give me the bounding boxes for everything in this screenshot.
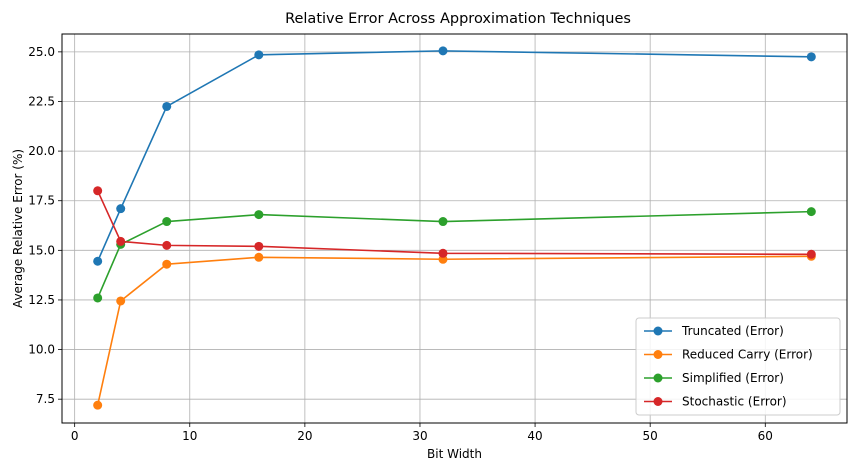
data-point bbox=[93, 400, 103, 410]
x-tick-label: 30 bbox=[412, 429, 427, 443]
legend-label: Simplified (Error) bbox=[682, 371, 784, 385]
x-tick-label: 50 bbox=[643, 429, 658, 443]
data-point bbox=[116, 236, 126, 246]
x-tick-label: 40 bbox=[527, 429, 542, 443]
series-layer bbox=[93, 46, 816, 410]
legend-swatch-marker bbox=[653, 373, 663, 383]
data-point bbox=[254, 252, 264, 262]
data-point bbox=[438, 46, 448, 56]
data-point bbox=[438, 217, 448, 227]
y-tick-label: 10.0 bbox=[28, 343, 55, 357]
series-0 bbox=[93, 46, 816, 266]
legend-label: Stochastic (Error) bbox=[682, 395, 787, 409]
legend-box bbox=[635, 317, 841, 416]
data-point bbox=[254, 241, 264, 251]
series-3 bbox=[93, 186, 816, 259]
y-tick-label: 20.0 bbox=[28, 144, 55, 158]
x-tick-label: 60 bbox=[758, 429, 773, 443]
data-point bbox=[806, 52, 816, 62]
plot-area-frame bbox=[61, 33, 848, 424]
data-point bbox=[438, 248, 448, 258]
data-point bbox=[806, 207, 816, 217]
y-tick-label: 22.5 bbox=[28, 94, 55, 108]
data-point bbox=[254, 210, 264, 220]
chart-title: Relative Error Across Approximation Tech… bbox=[285, 11, 631, 27]
legend-swatch-marker bbox=[653, 350, 663, 359]
legend-label: Reduced Carry (Error) bbox=[682, 348, 813, 362]
legend-swatch-marker bbox=[653, 397, 663, 406]
legend-item: Truncated (Error) bbox=[644, 324, 784, 338]
data-point bbox=[162, 217, 172, 227]
x-tick-label: 20 bbox=[297, 429, 312, 443]
series-2 bbox=[93, 207, 816, 303]
data-point bbox=[162, 240, 172, 250]
data-point bbox=[806, 249, 816, 259]
series-line bbox=[96, 210, 812, 299]
legend-item: Simplified (Error) bbox=[644, 371, 784, 385]
data-point bbox=[93, 293, 103, 303]
grid bbox=[62, 34, 847, 423]
legend-item: Reduced Carry (Error) bbox=[644, 348, 813, 362]
series-line bbox=[96, 255, 812, 406]
x-tick-label: 10 bbox=[182, 429, 197, 443]
data-point bbox=[162, 101, 172, 111]
data-point bbox=[116, 204, 126, 214]
series-line bbox=[96, 50, 812, 262]
x-axis-label: Bit Width bbox=[427, 447, 482, 461]
data-point bbox=[93, 186, 103, 196]
legend: Truncated (Error) Reduced Carry (Error) Si… bbox=[635, 317, 841, 416]
series-line bbox=[96, 190, 812, 256]
legend-label: Truncated (Error) bbox=[681, 324, 784, 338]
axis-ticks: 0 10 20 30 40 50 60 7.5 10.0 12.5 15.0 17.5 20.0 22.5… bbox=[28, 45, 773, 443]
y-tick-label: 17.5 bbox=[28, 194, 55, 208]
y-axis-label: Average Relative Error (%) bbox=[11, 149, 25, 308]
x-tick-label: 0 bbox=[71, 429, 79, 443]
legend-item: Stochastic (Error) bbox=[644, 395, 787, 409]
legend-swatch-marker bbox=[653, 326, 663, 336]
y-tick-label: 7.5 bbox=[36, 392, 55, 406]
data-point bbox=[162, 259, 172, 269]
y-tick-label: 15.0 bbox=[28, 243, 55, 257]
data-point bbox=[254, 50, 264, 60]
data-point bbox=[93, 256, 103, 266]
y-tick-label: 25.0 bbox=[28, 45, 55, 59]
data-point bbox=[116, 296, 126, 306]
y-tick-label: 12.5 bbox=[28, 293, 55, 307]
